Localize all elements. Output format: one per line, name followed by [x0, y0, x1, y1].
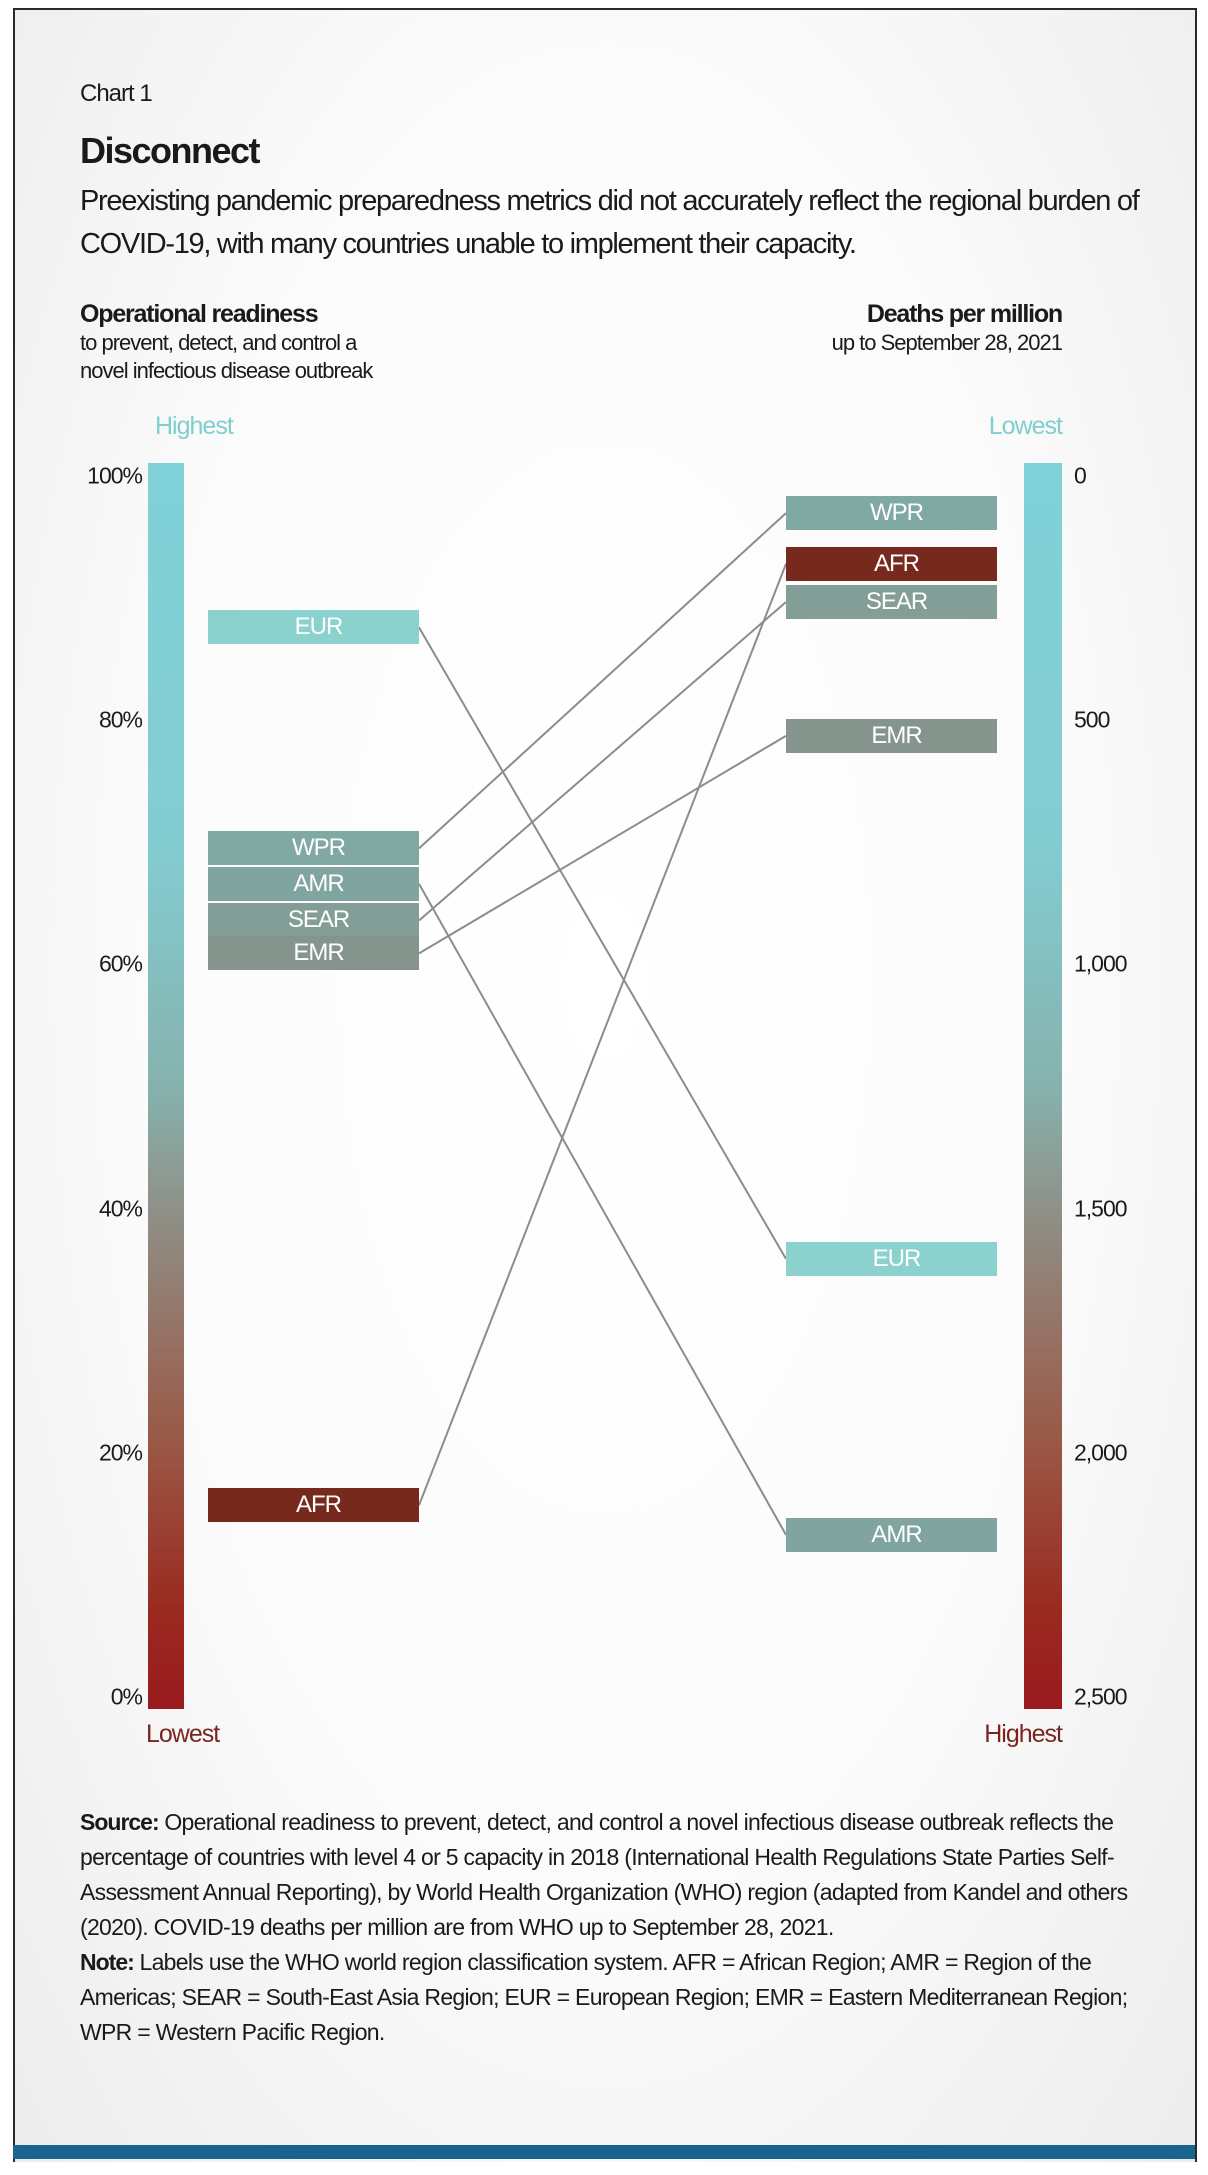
left-box-wpr: WPR [208, 831, 419, 866]
source-notes: Source: Operational readiness to prevent… [80, 1805, 1160, 2050]
note: Note: Labels use the WHO world region cl… [80, 1945, 1160, 2050]
chart-title: Disconnect [80, 130, 261, 171]
left-top-label: Highest [155, 412, 234, 440]
chart-frame [13, 8, 1197, 2162]
left-tick-label: 80% [98, 706, 143, 733]
left-tick-label: 60% [98, 950, 143, 977]
right-gradient-scale [1024, 463, 1062, 1709]
source-text: Operational readiness to prevent, detect… [80, 1809, 1128, 1940]
chart-number: Chart 1 [80, 80, 153, 107]
note-text: Labels use the WHO world region classifi… [80, 1949, 1128, 2045]
left-box-amr: AMR [208, 866, 419, 901]
right-tick-label: 2,000 [1074, 1439, 1128, 1466]
connector-afr [418, 563, 787, 1506]
right-axis-subtitle: up to September 28, 2021 [831, 330, 1063, 355]
right-tick-label: 1,500 [1074, 1195, 1128, 1222]
left-tick-label: 40% [98, 1195, 143, 1222]
right-box-sear: SEAR [786, 585, 997, 619]
right-box-wpr: WPR [786, 496, 997, 531]
right-tick-label: 1,000 [1074, 950, 1128, 977]
left-axis-subtitle-2: novel infectious disease outbreak [80, 358, 373, 383]
right-box-amr: AMR [786, 1517, 997, 1552]
right-axis-title: Deaths per million [866, 300, 1063, 328]
left-box-afr: AFR [208, 1488, 419, 1523]
right-top-label: Lowest [988, 412, 1063, 440]
note-label: Note: [80, 1949, 135, 1975]
left-tick-label: 20% [98, 1439, 143, 1466]
right-box-eur: EUR [786, 1241, 997, 1276]
left-box-emr: EMR [208, 936, 419, 971]
left-axis-heading: Operational readiness to prevent, detect… [80, 300, 373, 385]
left-tick-label: 100% [87, 462, 143, 489]
right-box-afr: AFR [786, 546, 997, 581]
left-gradient-scale [148, 463, 184, 1709]
right-tick-label: 500 [1074, 706, 1110, 733]
right-bottom-label: Highest [984, 1720, 1063, 1748]
left-axis-title: Operational readiness [80, 300, 319, 328]
right-tick-label: 0 [1074, 462, 1087, 489]
left-axis-subtitle-1: to prevent, detect, and control a [80, 330, 357, 355]
right-tick-label: 2,500 [1074, 1683, 1128, 1710]
left-tick-label: 0% [110, 1683, 143, 1710]
bottom-accent-bar [13, 2145, 1195, 2159]
right-box-emr: EMR [786, 718, 997, 753]
chart-subtitle: Preexisting pandemic preparedness metric… [80, 185, 1140, 260]
left-box-sear: SEAR [208, 903, 419, 938]
connector-wpr [418, 512, 787, 850]
source-label: Source: [80, 1809, 160, 1835]
connector-sear [418, 601, 787, 922]
left-bottom-label: Lowest [146, 1720, 220, 1748]
connector-amr [418, 883, 787, 1536]
connector-emr [418, 734, 787, 955]
left-box-eur: EUR [208, 610, 419, 645]
right-axis-heading: Deaths per million up to September 28, 2… [831, 300, 1064, 357]
source-note: Source: Operational readiness to prevent… [80, 1805, 1160, 1945]
connector-eur [418, 626, 787, 1260]
